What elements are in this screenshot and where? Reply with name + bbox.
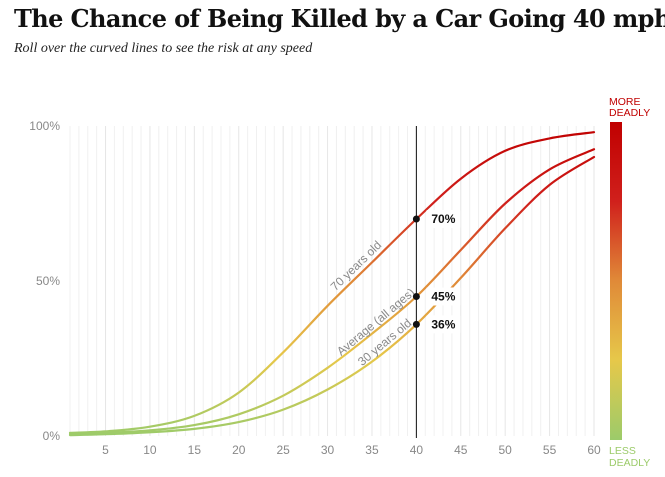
chart-subtitle: Roll over the curved lines to see the ri…: [14, 41, 313, 56]
x-tick-label: 50: [499, 443, 513, 457]
series-line-30-years-old[interactable]: [68, 155, 596, 437]
series-lines[interactable]: [68, 131, 596, 437]
marker-point-70-years-old[interactable]: [412, 215, 420, 223]
x-tick-label: 35: [365, 443, 379, 457]
x-tick-label: 5: [102, 443, 109, 457]
chart-title: The Chance of Being Killed by a Car Goin…: [14, 4, 665, 33]
marker-value-box: [426, 315, 461, 334]
marker-value-label: 70%: [431, 212, 455, 226]
scale-label-deadly-top: DEADLY: [609, 107, 650, 119]
x-tick-label: 45: [454, 443, 468, 457]
x-tick-label: 20: [232, 443, 246, 457]
scale-label-more: MORE: [609, 96, 641, 108]
speed-marker[interactable]: 70% 45% 36%: [412, 126, 461, 438]
scale-label-less: LESS: [609, 445, 636, 457]
x-tick-label: 15: [188, 443, 202, 457]
marker-value-label: 36%: [431, 317, 455, 331]
color-scale-bar: [610, 122, 622, 440]
marker-value-box: [426, 287, 461, 306]
marker-value-box: [426, 210, 461, 228]
scale-label-deadly-bottom: DEADLY: [609, 457, 650, 469]
x-tick-label: 60: [587, 443, 601, 457]
series-line-average-all-ages[interactable]: [68, 148, 596, 436]
x-tick-label: 25: [276, 443, 290, 457]
series-line-70-years-old[interactable]: [68, 131, 596, 434]
x-tick-labels: 5 10 15 20 25 30 35 40 45 50 55 60: [102, 443, 601, 457]
y-tick-label: 0%: [43, 429, 61, 443]
marker-point-average-all-ages[interactable]: [412, 293, 420, 300]
marker-point-30-years-old[interactable]: [412, 320, 420, 328]
grid-lines: [69, 126, 595, 436]
marker-value-label: 45%: [431, 290, 455, 304]
x-tick-label: 10: [143, 443, 157, 457]
x-tick-label: 30: [321, 443, 335, 457]
y-tick-label: 50%: [36, 274, 60, 288]
x-tick-label: 55: [543, 443, 557, 457]
y-tick-labels: 0% 50% 100%: [29, 119, 60, 443]
x-tick-label: 40: [410, 443, 424, 457]
y-tick-label: 100%: [29, 119, 60, 133]
